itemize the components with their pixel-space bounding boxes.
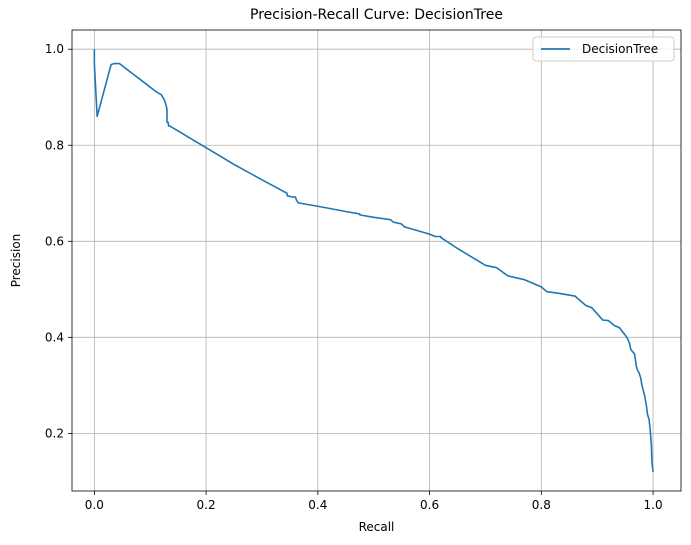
plot-frame — [71, 29, 682, 492]
x-tick-label: 0.0 — [85, 498, 104, 512]
x-tick-label: 0.8 — [532, 498, 551, 512]
x-tick-label: 1.0 — [644, 498, 663, 512]
x-tick-label: 0.4 — [308, 498, 327, 512]
y-axis: 0.2 0.4 0.6 0.8 1.0 — [45, 42, 72, 440]
grid-lines — [72, 30, 681, 491]
y-tick-label: 0.2 — [45, 426, 64, 440]
legend-box — [532, 36, 675, 62]
x-tick-label: 0.6 — [420, 498, 439, 512]
x-tick-label: 0.2 — [197, 498, 216, 512]
y-tick-label: 0.6 — [45, 234, 64, 248]
legend-label: DecisionTree — [582, 42, 658, 56]
y-tick-label: 0.8 — [45, 138, 64, 152]
chart-title: Precision-Recall Curve: DecisionTree — [250, 7, 503, 23]
data-series — [93, 49, 654, 472]
legend: DecisionTree — [532, 36, 675, 62]
series-line-decisiontree — [93, 49, 654, 472]
y-tick-label: 1.0 — [45, 42, 64, 56]
y-axis-title: Precision — [9, 234, 23, 288]
x-axis: 0.0 0.2 0.4 0.6 0.8 1.0 — [85, 491, 663, 512]
x-axis-title: Recall — [359, 520, 395, 534]
y-tick-label: 0.4 — [45, 330, 64, 344]
